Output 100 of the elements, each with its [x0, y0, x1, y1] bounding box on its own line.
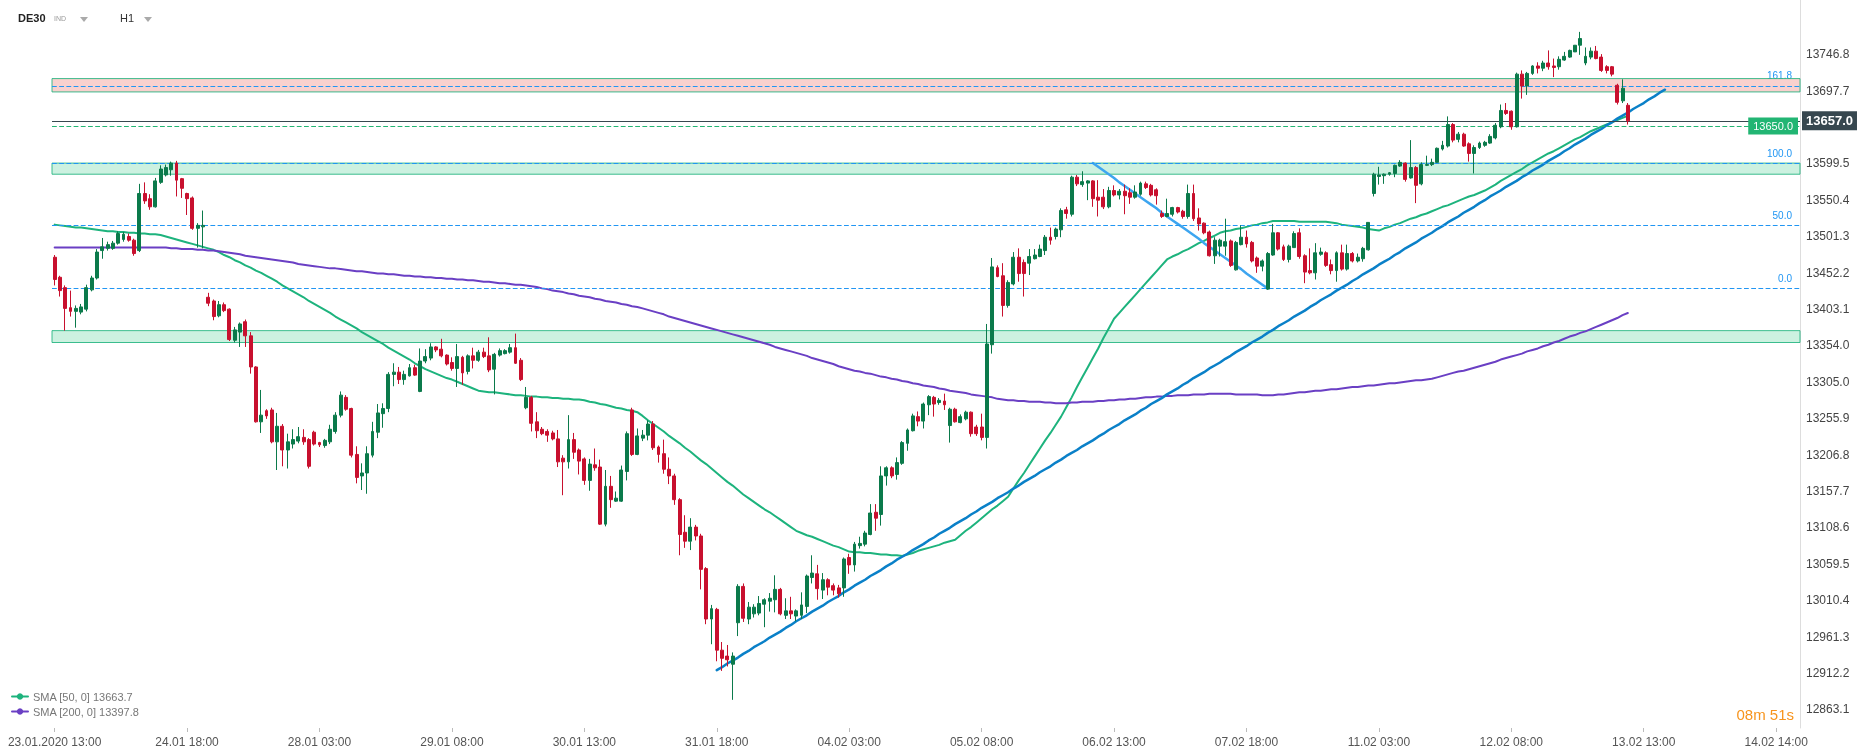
- candlestick: [471, 347, 475, 369]
- candlestick: [153, 177, 157, 209]
- candlestick: [927, 394, 931, 416]
- candlestick: [476, 349, 480, 363]
- y-tick-label: 13206.8: [1806, 447, 1850, 462]
- candlestick: [906, 428, 909, 452]
- candlestick: [815, 564, 819, 601]
- candlestick: [625, 430, 629, 481]
- candlestick: [1117, 188, 1121, 200]
- candlestick: [280, 423, 284, 467]
- candlestick: [243, 319, 247, 348]
- annotation: 0.0: [1778, 272, 1793, 284]
- candlestick: [916, 410, 920, 427]
- candlestick: [921, 402, 925, 429]
- candlestick: [1345, 244, 1349, 272]
- candlestick: [355, 445, 359, 484]
- candlestick: [731, 651, 735, 701]
- y-tick-label: 12961.3: [1806, 629, 1850, 644]
- candlestick: [736, 583, 740, 637]
- candlestick: [964, 410, 968, 421]
- candlestick: [874, 503, 878, 532]
- candlestick: [604, 469, 607, 527]
- candlestick: [397, 366, 401, 385]
- candlestick: [1456, 131, 1460, 143]
- x-tick-label: 31.01 18:00: [685, 735, 749, 749]
- candlestick: [1388, 171, 1391, 177]
- candlestick: [137, 183, 141, 253]
- candlestick: [1080, 170, 1084, 188]
- candlestick: [1451, 122, 1455, 143]
- y-tick-label: 13305.0: [1806, 374, 1850, 389]
- candlestick: [588, 458, 592, 492]
- candlestick: [212, 299, 216, 321]
- candlestick: [1350, 251, 1354, 263]
- candlestick: [1546, 49, 1550, 71]
- candlestick: [1027, 248, 1031, 276]
- candlestick: [180, 177, 184, 199]
- y-tick-label: 13403.1: [1806, 302, 1850, 317]
- ref-line-label: 13650.0: [1753, 120, 1793, 133]
- candlestick: [1584, 46, 1587, 66]
- candlestick: [461, 355, 464, 386]
- candlestick: [821, 572, 825, 600]
- candlestick: [466, 353, 470, 375]
- candlestick: [932, 395, 936, 418]
- candlestick: [1621, 78, 1625, 104]
- legend-label: SMA [200, 0] 13397.8: [33, 705, 139, 718]
- candlestick: [937, 397, 941, 406]
- x-tick-label: 04.02 03:00: [817, 735, 882, 749]
- candlestick: [943, 393, 946, 411]
- candlestick: [1615, 83, 1619, 106]
- candlestick: [1112, 184, 1116, 197]
- x-tick-label: 29.01 08:00: [420, 735, 484, 749]
- candlestick: [911, 413, 915, 432]
- y-tick-label: 13746.8: [1806, 47, 1850, 62]
- candlestick: [1552, 58, 1556, 78]
- candlestick: [1075, 174, 1079, 187]
- candlestick: [1478, 141, 1481, 150]
- candlestick: [1414, 165, 1418, 204]
- candlestick: [651, 420, 655, 451]
- y-tick-label: 13108.6: [1806, 520, 1850, 535]
- annotation: H1: [120, 11, 135, 24]
- candlestick: [1446, 115, 1450, 149]
- candlestick: [1319, 247, 1323, 257]
- candlestick: [413, 364, 417, 377]
- candlestick: [1313, 242, 1317, 280]
- candlestick: [122, 231, 125, 243]
- candlestick: [842, 556, 846, 598]
- candlestick: [980, 413, 984, 441]
- line-series: [53, 246, 1629, 405]
- x-tick-label: 23.01.2020 13:00: [7, 735, 102, 749]
- candlestick: [519, 357, 523, 382]
- candlestick: [710, 604, 713, 645]
- annotation: 08m 51s: [1736, 706, 1795, 723]
- candlestick: [1276, 231, 1280, 252]
- candlestick: [206, 292, 210, 307]
- candlestick: [1626, 102, 1630, 126]
- candlestick: [1419, 161, 1423, 186]
- ref-line-label: 13657.0: [1806, 113, 1853, 129]
- candlestick: [402, 370, 406, 386]
- candlestick: [318, 441, 321, 448]
- candlestick: [1409, 139, 1413, 180]
- candlestick: [175, 160, 178, 197]
- candlestick: [1192, 184, 1195, 222]
- candlestick: [1335, 250, 1338, 283]
- candlestick: [1133, 184, 1137, 200]
- candlestick: [1536, 61, 1540, 74]
- candlestick: [339, 390, 343, 418]
- candlestick: [270, 407, 274, 444]
- y-tick-label: 13157.7: [1806, 483, 1850, 498]
- x-tick-label: 06.02 13:00: [1082, 735, 1147, 749]
- candlestick: [529, 395, 533, 432]
- candlestick: [1531, 64, 1534, 76]
- candlestick: [1086, 179, 1090, 201]
- y-tick-label: 13354.0: [1806, 338, 1850, 353]
- x-tick-label: 13.02 13:00: [1612, 735, 1676, 749]
- candlestick: [1245, 230, 1248, 249]
- candlestick: [69, 290, 72, 318]
- annotation: 50.0: [1772, 210, 1793, 222]
- candlestick: [1525, 71, 1529, 96]
- candlestick: [392, 362, 396, 387]
- candlestick: [958, 413, 962, 424]
